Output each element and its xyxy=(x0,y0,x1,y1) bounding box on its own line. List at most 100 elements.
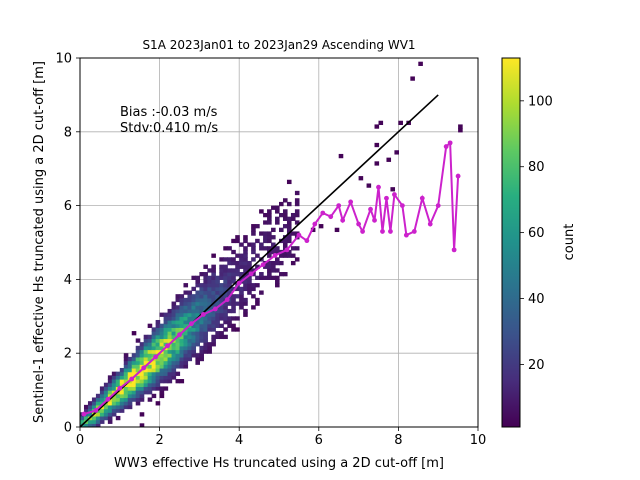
y-axis-label: Sentinel-1 effective Hs truncated using … xyxy=(32,61,47,423)
heatmap-cell xyxy=(231,327,236,332)
heatmap-cell xyxy=(139,397,145,402)
heatmap-cell xyxy=(139,412,145,417)
heatmap-cell xyxy=(271,275,276,280)
heatmap-cell xyxy=(175,371,181,376)
heatmap-cell xyxy=(103,412,109,417)
mean-curve-point xyxy=(451,247,457,253)
colorbar-tick-label: 100 xyxy=(528,94,553,109)
heatmap-cell xyxy=(374,142,380,148)
heatmap-cell xyxy=(163,356,169,362)
heatmap-cell xyxy=(235,238,240,244)
heatmap-cell xyxy=(286,227,292,233)
heatmap-cell xyxy=(171,360,177,365)
heatmap-cell xyxy=(282,209,288,214)
heatmap-cell xyxy=(147,342,153,347)
heatmap-cell xyxy=(235,268,240,273)
heatmap-cell xyxy=(239,272,244,277)
heatmap-cell xyxy=(267,246,272,251)
y-axis-ticks: 0 2 4 6 8 10 xyxy=(55,52,80,436)
heatmap-cell xyxy=(115,408,121,413)
heatmap-cell xyxy=(163,334,169,340)
heatmap-cell xyxy=(195,334,200,340)
mean-curve-point xyxy=(399,203,405,209)
heatmap-cell xyxy=(207,283,212,288)
heatmap-cell xyxy=(155,386,161,391)
heatmap-cell xyxy=(215,316,220,321)
heatmap-cell xyxy=(187,334,193,340)
heatmap-cell xyxy=(139,423,145,427)
heatmap-cell xyxy=(294,190,300,196)
heatmap-cell xyxy=(167,345,173,351)
heatmap-cell xyxy=(191,342,197,347)
heatmap-cell xyxy=(175,364,181,369)
heatmap-cell xyxy=(171,371,177,376)
heatmap-cell xyxy=(211,334,216,340)
heatmap-cell xyxy=(207,323,212,328)
colorbar-tick-label: 20 xyxy=(528,358,545,373)
heatmap-cell xyxy=(175,305,181,310)
heatmap-cell xyxy=(167,334,173,340)
heatmap-cell xyxy=(123,386,129,391)
heatmap-cell xyxy=(251,286,256,292)
heatmap-cell xyxy=(159,360,165,365)
heatmap-cell xyxy=(275,279,280,284)
heatmap-cell xyxy=(143,338,149,343)
heatmap-cell xyxy=(247,290,252,295)
heatmap-cell xyxy=(231,323,236,328)
heatmap-cell xyxy=(143,342,149,347)
heatmap-cell xyxy=(83,404,89,410)
heatmap-cell xyxy=(171,356,177,362)
heatmap-cell xyxy=(119,382,125,388)
mean-curve-point xyxy=(129,376,135,382)
heatmap-cell xyxy=(171,319,177,325)
heatmap-cell xyxy=(171,364,177,369)
heatmap-cell xyxy=(167,312,173,317)
heatmap-cell xyxy=(290,231,296,236)
heatmap-cell xyxy=(175,360,181,365)
x-tick-label: 6 xyxy=(315,433,323,448)
heatmap-cell xyxy=(171,345,177,351)
heatmap-cell xyxy=(211,316,216,321)
heatmap-cell xyxy=(175,319,181,325)
heatmap-cell xyxy=(163,316,169,321)
heatmap-cell xyxy=(211,338,216,343)
heatmap-cell xyxy=(211,253,216,258)
heatmap-cell xyxy=(263,246,268,251)
mean-curve-point xyxy=(320,210,326,216)
heatmap-cell xyxy=(191,297,197,303)
heatmap-cell xyxy=(151,371,157,376)
heatmap-cell xyxy=(282,216,288,221)
heatmap-cell xyxy=(195,305,200,310)
heatmap-cell xyxy=(219,316,224,321)
heatmap-cell xyxy=(127,390,133,395)
heatmap-cell xyxy=(151,379,157,384)
heatmap-cell xyxy=(239,264,244,269)
heatmap-cell xyxy=(227,260,232,266)
heatmap-cell xyxy=(259,290,264,295)
heatmap-cell xyxy=(223,246,228,251)
heatmap-cell xyxy=(199,331,204,336)
heatmap-cell xyxy=(211,272,216,277)
heatmap-cell xyxy=(203,272,208,277)
heatmap-cell xyxy=(171,331,177,336)
heatmap-cell xyxy=(139,375,145,380)
heatmap-cell xyxy=(215,294,220,299)
heatmap-cell xyxy=(119,401,125,406)
heatmap-cell xyxy=(259,209,264,214)
heatmap-cell xyxy=(167,379,173,384)
heatmap-cell xyxy=(215,275,220,280)
heatmap-cell xyxy=(231,249,236,255)
heatmap-cell xyxy=(151,393,157,399)
heatmap-cell xyxy=(211,319,216,325)
heatmap-cell xyxy=(147,397,153,402)
heatmap-cell xyxy=(159,386,165,391)
heatmap-cell xyxy=(243,297,248,303)
heatmap-cell xyxy=(139,382,145,388)
heatmap-cell xyxy=(147,323,153,328)
heatmap-cell xyxy=(338,153,344,159)
heatmap-cell xyxy=(171,367,177,373)
heatmap-cell xyxy=(95,393,101,399)
mean-curve-point xyxy=(419,195,425,201)
heatmap-cell xyxy=(107,382,113,388)
heatmap-cell xyxy=(103,408,109,413)
